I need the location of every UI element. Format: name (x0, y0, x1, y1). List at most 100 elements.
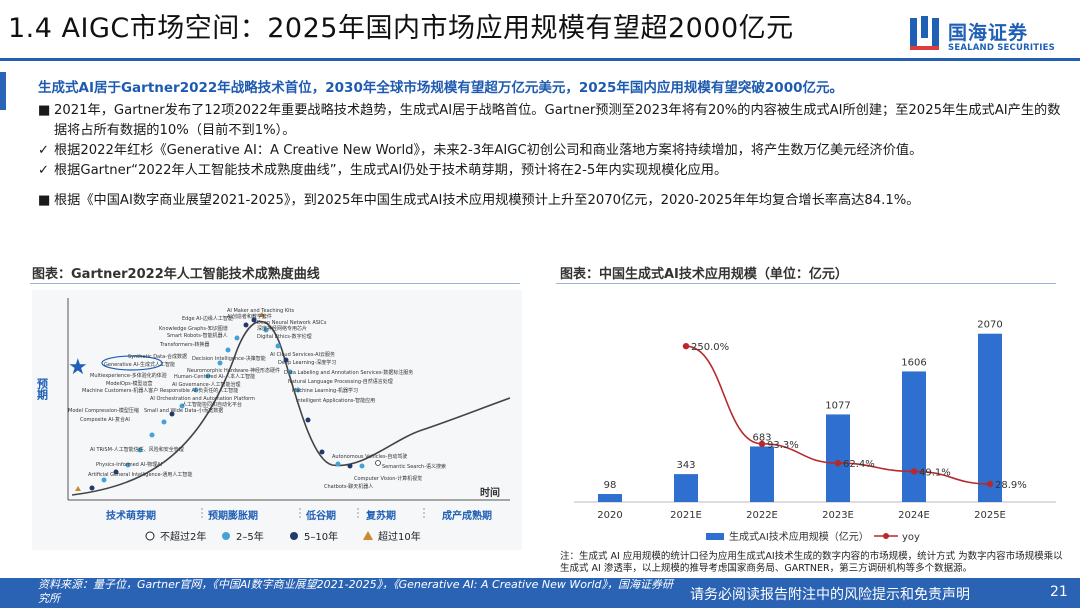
tech-label: Small and Wide Data-小而宽数据 (144, 407, 223, 414)
bar (750, 446, 774, 502)
tech-label: Deep Learning-深度学习 (278, 359, 336, 366)
bar (902, 371, 926, 502)
bar-value-label: 343 (676, 460, 695, 471)
check-icon: ✓ (38, 143, 50, 158)
legend-label: 2–5年 (236, 530, 264, 543)
tech-label: Artificial General Intelligence-通用人工智能 (88, 471, 192, 478)
bullet-item: ■ 2021年，Gartner发布了12项2022年重要战略技术趋势，生成式AI… (38, 101, 1073, 141)
generative-ai-highlight (101, 355, 163, 371)
bullet-text: 根据2022年红杉《Generative AI：A Creative New W… (54, 143, 923, 158)
tech-label: Digital Ethics-数字伦理 (257, 333, 312, 340)
phase-label: 预期膨胀期 (208, 509, 258, 522)
legend-label: 5–10年 (304, 530, 338, 543)
square-bullet-icon: ■ (38, 193, 51, 208)
tech-label: ModelOps-模型运营 (106, 380, 153, 387)
tech-label: Knowledge Graphs-知识图谱 (159, 325, 228, 332)
legend-marker-over-10 (363, 531, 373, 540)
yoy-point (682, 342, 690, 350)
legend-label: 不超过2年 (160, 530, 206, 543)
tech-label: Decision Intelligence-决策智能 (192, 355, 266, 362)
yoy-value-label: 28.9% (995, 480, 1027, 491)
footer-source: 资料来源：量子位，Gartner官网，《中国AI数字商业展望2021-2025》… (38, 578, 674, 605)
yoy-point (834, 459, 842, 467)
hype-curve (71, 320, 511, 496)
check-icon: ✓ (38, 163, 50, 178)
logo-text-en: SEALAND SECURITIES (948, 43, 1055, 53)
y-axis-label: 预期 (36, 377, 49, 401)
bar-value-label: 98 (604, 480, 617, 491)
bar-value-label: 1606 (901, 357, 926, 368)
tech-label-group: AI Maker and Teaching Kits AI创造者和教学套件 De… (68, 308, 446, 490)
section-headline: 生成式AI居于Gartner2022年战略技术首位，2030年全球市场规模有望超… (38, 80, 843, 96)
logo-text-cn: 国海证券 (948, 22, 1029, 44)
tech-label: Edge AI-边缘人工智能 (182, 315, 233, 322)
bar-value-label: 683 (752, 432, 771, 443)
page-number: 21 (1050, 584, 1068, 600)
bullet-text: 根据Gartner“2022年人工智能技术成熟度曲线”，生成式AI仍处于技术萌芽… (54, 163, 728, 178)
tech-label: Computer Vision-计算机视觉 (354, 475, 422, 482)
tech-label: Machine Learning-机器学习 (292, 387, 358, 394)
tech-label: Smart Robots-智能机器人 (167, 332, 228, 339)
square-bullet-icon: ■ (38, 103, 51, 118)
legend-label-bar: 生成式AI技术应用规模（亿元） (729, 530, 869, 543)
bar-value-label: 2070 (977, 320, 1002, 331)
hype-cycle-caption: 图表：Gartner2022年人工智能技术成熟度曲线 (32, 267, 320, 282)
caption-rule (556, 283, 1056, 284)
page-title: 1.4 AIGC市场空间：2025年国内市场应用规模有望超2000亿元 (8, 13, 794, 44)
tech-label: Physics-Informed AI-物理AI (96, 461, 162, 468)
bullet-item: ■ 根据《中国AI数字商业展望2021-2025》，到2025年中国生成式AI技… (38, 191, 1073, 211)
yoy-line (685, 345, 991, 485)
yoy-point (910, 468, 918, 475)
circles-under-2-years (375, 460, 381, 466)
yoy-value-label: 62.4% (843, 459, 875, 470)
tech-label: Transformers-转换器 (159, 341, 209, 348)
triangles-over-10-years (75, 312, 265, 491)
x-tick-label: 2020 (597, 510, 622, 521)
tech-label: Synthetic Data-合成数据 (128, 353, 187, 360)
tech-label: AI TRiSM-人工智能信任、风险和安全管理 (90, 446, 184, 453)
x-tick-label: 2023E (822, 510, 854, 521)
star-icon: ★ (68, 355, 88, 380)
footer-disclaimer: 请务必阅读报告附注中的风险提示和免责声明 (690, 587, 970, 603)
tech-label: Neuromorphic Hardware-神经形态硬件 (187, 367, 280, 374)
x-tick-label: 2024E (898, 510, 930, 521)
tech-label: Natural Language Processing-自然语言处理 (288, 378, 393, 385)
yoy-point (986, 480, 994, 488)
bar (598, 494, 622, 502)
section-accent-bar (0, 72, 6, 110)
yoy-point (758, 440, 766, 448)
tech-label: Machine Customers-机器人客户 (82, 387, 158, 394)
bullet-item: ✓ 根据Gartner“2022年人工智能技术成熟度曲线”，生成式AI仍处于技术… (38, 161, 1073, 181)
yoy-value-label: 49.1% (919, 467, 951, 478)
bar (826, 414, 850, 502)
tech-label: 深度神经网络专用芯片 (257, 325, 307, 332)
bullet-item: ✓ 根据2022年红杉《Generative AI：A Creative New… (38, 141, 1073, 161)
bar (978, 333, 1002, 502)
legend-label-line: yoy (902, 532, 920, 543)
bar (674, 474, 698, 502)
company-logo: 国海证券 SEALAND SECURITIES (908, 14, 1073, 58)
legend-marker-5-10 (290, 532, 298, 540)
hype-cycle-figure: 预期 时间 ★ AI Maker and Teaching Kits AI创造者… (32, 290, 522, 550)
chart-note: 注：生成式 AI 应用规模的统计口径为应用生成式AI技术生成的数字内容的市场规模… (560, 551, 1063, 574)
market-size-chart: 98 343 683 1077 1606 2070 2020 2021E 2022E 2023E… (574, 320, 1056, 543)
tech-label: AI Cloud Services-AI云服务 (270, 351, 335, 358)
legend-marker-2-5 (222, 532, 230, 540)
bar-value-label: 1077 (825, 400, 850, 411)
tech-label: Composite AI-复合AI (80, 416, 130, 423)
tech-label: Multiexperience-多体验化的体验 (90, 372, 167, 379)
tech-label: Deep Neural Network ASICs (257, 320, 327, 326)
legend-swatch-bar (706, 533, 724, 540)
tech-label: Chatbots-聊天机器人 (324, 483, 373, 490)
phase-label: 复苏期 (365, 509, 396, 522)
x-tick-label: 2022E (746, 510, 778, 521)
x-tick-label: 2021E (670, 510, 702, 521)
legend-label: 超过10年 (378, 530, 421, 543)
yoy-value-label: 250.0% (691, 342, 729, 353)
tech-label: Data Labeling and Annotation Services-数据… (284, 369, 413, 376)
tech-label: AI Governance-人工智能治理 (172, 381, 240, 388)
x-tick-label: 2025E (974, 510, 1006, 521)
legend-marker-under-2 (145, 531, 155, 541)
bullet-text: 根据《中国AI数字商业展望2021-2025》，到2025年中国生成式AI技术应… (54, 193, 920, 208)
phase-label: 低谷期 (305, 509, 336, 522)
